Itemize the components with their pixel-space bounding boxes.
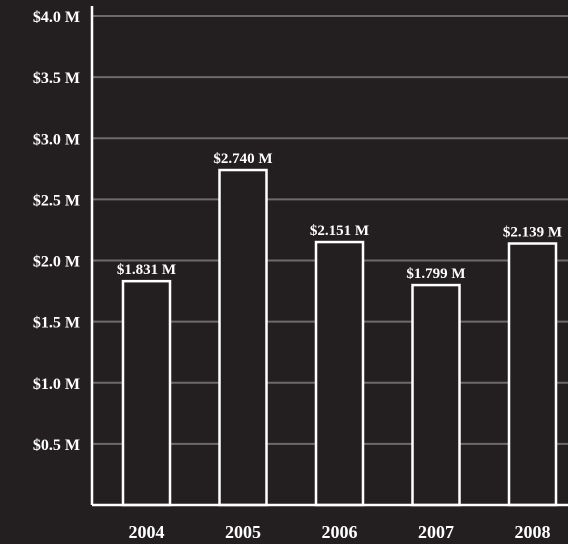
bar-2006 — [314, 240, 365, 507]
data-labels: $1.831 M $2.740 M $2.151 M $1.799 M $2.139 M — [117, 151, 562, 282]
y-tick-label: $1.0 M — [33, 376, 80, 393]
data-label-2007: $1.799 M — [406, 266, 465, 282]
y-tick-label: $2.5 M — [33, 192, 80, 209]
data-label-2006: $2.151 M — [310, 223, 369, 239]
bar-2007 — [411, 283, 461, 507]
x-tick-label-2004: 2004 — [129, 522, 165, 542]
bars — [121, 168, 558, 507]
y-tick-label: $0.5 M — [33, 437, 80, 454]
y-tick-label: $3.5 M — [33, 70, 80, 87]
data-label-2008: $2.139 M — [503, 225, 562, 241]
y-tick-label: $2.0 M — [33, 254, 80, 271]
y-tick-label: $1.5 M — [33, 315, 80, 332]
data-label-2004: $1.831 M — [117, 262, 176, 278]
data-label-2005: $2.740 M — [213, 151, 272, 167]
x-tick-label-2008: 2008 — [515, 522, 551, 542]
y-tick-label: $3.0 M — [33, 131, 80, 148]
bar-2005 — [218, 168, 268, 507]
x-tick-label-2007: 2007 — [418, 522, 454, 542]
x-tick-label-2005: 2005 — [225, 522, 261, 542]
bar-2004 — [121, 279, 172, 507]
axes — [90, 6, 568, 507]
x-tick-label-2006: 2006 — [322, 522, 358, 542]
y-axis-tick-labels: $0.5 M $1.0 M $1.5 M $2.0 M $2.5 M $3.0 M $3.5… — [33, 9, 80, 454]
bar-2008 — [507, 242, 558, 507]
y-tick-label: $4.0 M — [33, 9, 80, 26]
x-axis-tick-labels: 2004 2005 2006 2007 2008 — [129, 522, 551, 542]
